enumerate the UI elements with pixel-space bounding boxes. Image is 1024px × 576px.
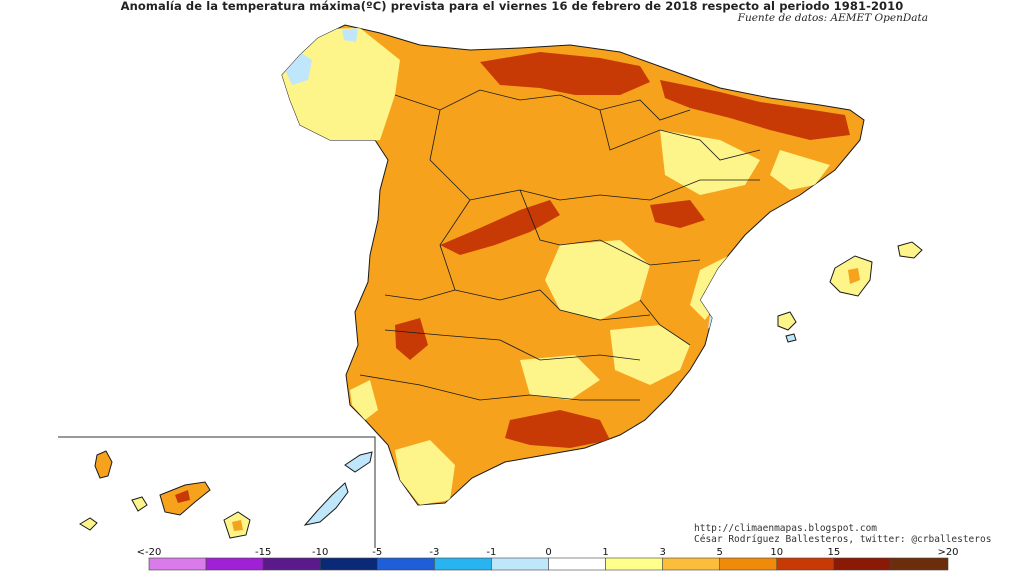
iberico-red (650, 200, 705, 228)
menorca (897, 241, 923, 259)
legend-label: -15 (254, 547, 272, 558)
ebro-light-zone (660, 130, 760, 195)
legend-label: 3 (659, 547, 666, 558)
la-mancha-light-zone (545, 240, 650, 320)
legend-swatch (719, 557, 778, 571)
navarra-red-zone (660, 80, 850, 140)
lanzarote (344, 451, 373, 473)
legend-label: 5 (716, 547, 723, 558)
el-hierro (79, 517, 98, 531)
author-credit: César Rodríguez Ballesteros, twitter: @c… (694, 534, 992, 545)
blog-url: http://climaenmapas.blogspot.com (694, 523, 878, 534)
mainland-spain (281, 24, 865, 506)
data-source: Fuente de datos: AEMET OpenData (737, 12, 928, 24)
extremadura-red (395, 318, 428, 360)
murcia-light-zone (610, 325, 690, 385)
la-palma (94, 450, 113, 479)
southwest-light-zone (395, 440, 455, 505)
west-light-zone (350, 380, 378, 420)
legend-label: 10 (770, 547, 784, 558)
fuerteventura (303, 482, 349, 526)
legend-swatch (205, 557, 264, 571)
formentera (785, 333, 797, 343)
mallorca-inner (848, 268, 860, 284)
legend-label: <-20 (136, 547, 162, 558)
ibiza (777, 311, 797, 331)
legend-swatch (605, 557, 663, 571)
canary-inset (58, 436, 376, 548)
sierra-nevada-red (505, 410, 610, 448)
legend-swatch (491, 557, 549, 571)
legend-swatch (148, 557, 207, 571)
legend-label: -3 (429, 547, 440, 558)
legend-swatch (376, 557, 435, 571)
valencia-coast-cool (708, 296, 722, 330)
legend-label: 15 (827, 547, 841, 558)
catalonia-light-zone (770, 150, 830, 190)
map-title: Anomalía de la temperatura máxima(ºC) pr… (120, 0, 904, 13)
legend-label: >20 (937, 547, 959, 558)
inset-frame (58, 436, 376, 548)
andalusia-interior-light (520, 355, 600, 400)
legend-swatch (833, 557, 892, 571)
la-gomera (131, 496, 148, 512)
regional-borders (359, 89, 761, 401)
tenerife-peak (175, 490, 190, 503)
legend-colorbar (148, 557, 949, 571)
legend-swatch (776, 557, 835, 571)
legend-swatch (434, 557, 492, 571)
legend-swatch (548, 557, 606, 571)
legend-swatch (262, 557, 321, 571)
legend-swatch (319, 557, 378, 571)
gran-canaria-center (232, 520, 243, 531)
legend-label: -10 (312, 547, 329, 558)
cantabria-red-zone (480, 52, 650, 95)
balearic-islands (777, 241, 923, 343)
legend-swatch (890, 557, 949, 571)
northwest-light-zone (282, 28, 400, 145)
legend-swatch (662, 557, 721, 571)
sistema-central-red (440, 200, 560, 255)
legend-label: 1 (602, 547, 609, 558)
galicia-coast-cool (342, 28, 358, 42)
legend-label: -1 (486, 547, 497, 558)
legend-label: 0 (545, 547, 552, 558)
legend-label: -5 (372, 547, 383, 558)
